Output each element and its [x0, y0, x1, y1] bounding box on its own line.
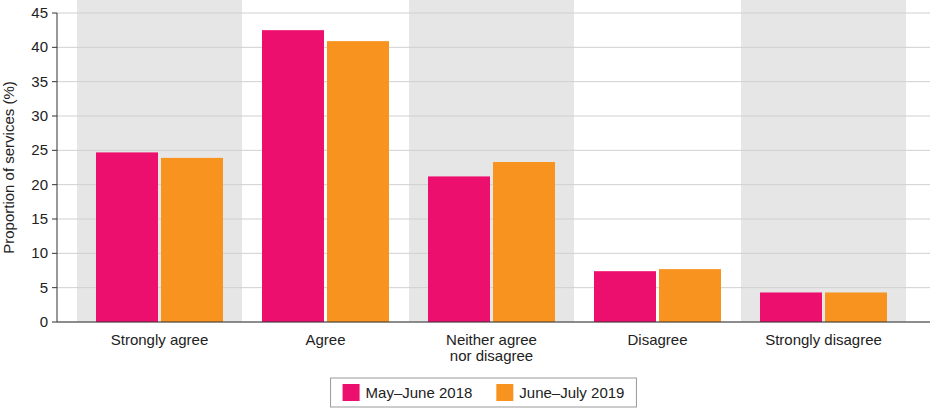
- x-axis: [57, 322, 930, 323]
- chart-container: 0 5 10 15 20 25 30 35 40 45 Strongly agree Agree Nei…: [0, 0, 930, 419]
- tick: [52, 47, 57, 48]
- band: [77, 0, 242, 322]
- tick-label: 40: [31, 38, 48, 55]
- grid-line: [57, 322, 930, 323]
- tick: [52, 13, 57, 14]
- tick: [52, 219, 57, 220]
- tick-label: 20: [31, 176, 48, 193]
- legend-box: [331, 378, 637, 407]
- bar: [262, 30, 324, 322]
- bar: [659, 269, 721, 322]
- legend-swatch: [496, 384, 513, 401]
- legend-swatch: [343, 384, 360, 401]
- tick-label: 15: [31, 210, 48, 227]
- grid-line: [57, 47, 930, 48]
- tick: [52, 287, 57, 288]
- grid-line: [57, 116, 930, 117]
- tick: [52, 81, 57, 82]
- bar: [825, 292, 887, 322]
- tick: [52, 116, 57, 117]
- bar: [760, 292, 822, 322]
- band: [409, 0, 574, 322]
- category-label: Neither agreenor disagree: [446, 331, 537, 364]
- category-label: Disagree: [627, 331, 687, 348]
- bar: [594, 271, 656, 322]
- category-label: Strongly agree: [111, 331, 209, 348]
- tick: [52, 184, 57, 185]
- grid-line: [57, 150, 930, 151]
- legend: May–June 2018 June–July 2019: [331, 378, 637, 407]
- legend-label: May–June 2018: [366, 384, 473, 401]
- tick: [52, 322, 57, 323]
- bar: [493, 162, 555, 322]
- y-axis: [57, 13, 58, 322]
- tick: [52, 150, 57, 151]
- tick-label: 30: [31, 107, 48, 124]
- legend-label: June–July 2019: [519, 384, 624, 401]
- bar: [428, 176, 490, 322]
- grid-line: [57, 13, 930, 14]
- tick-label: 35: [31, 73, 48, 90]
- tick-label: 0: [40, 313, 48, 330]
- bar: [96, 152, 158, 322]
- bar: [161, 158, 223, 322]
- tick-label: 10: [31, 244, 48, 261]
- category-label: Strongly disagree: [765, 331, 882, 348]
- bars: [96, 30, 887, 322]
- category-label: Agree: [305, 331, 345, 348]
- grid-line: [57, 81, 930, 82]
- y-axis-title: Proportion of services (%): [0, 81, 17, 254]
- chart: 0 5 10 15 20 25 30 35 40 45 Strongly agree Agree Nei…: [0, 0, 930, 419]
- tick: [52, 253, 57, 254]
- bar: [327, 41, 389, 322]
- tick-label: 45: [31, 4, 48, 21]
- tick-label: 25: [31, 141, 48, 158]
- tick-label: 5: [40, 279, 48, 296]
- band: [741, 0, 906, 322]
